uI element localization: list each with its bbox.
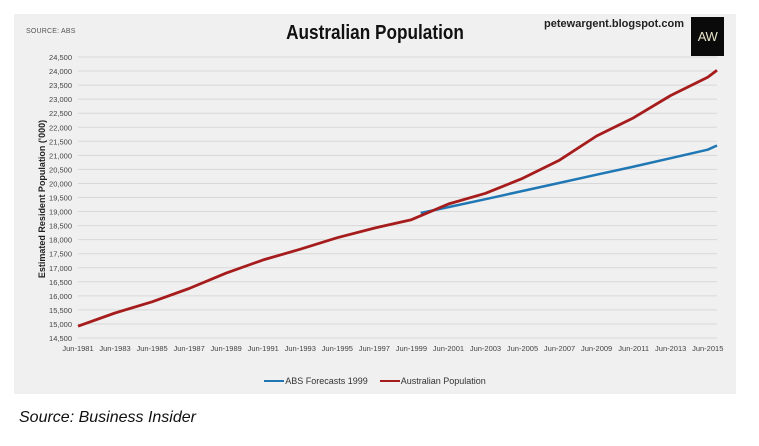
chart-panel: SOURCE: ABS Australian Population petewa… bbox=[14, 14, 736, 394]
x-tick-label: Jun-2009 bbox=[581, 344, 612, 353]
x-tick-label: Jun-2015 bbox=[692, 344, 723, 353]
y-tick-label: 16,000 bbox=[49, 292, 72, 301]
legend-swatch-red bbox=[379, 380, 400, 382]
aw-logo-text: AW bbox=[697, 29, 718, 44]
x-tick-label: Jun-1985 bbox=[136, 344, 167, 353]
gridlines bbox=[78, 56, 717, 339]
blog-url: petewargent.blogspot.com bbox=[544, 18, 684, 30]
y-tick-label: 15,500 bbox=[49, 306, 72, 315]
x-tick-label: Jun-2013 bbox=[655, 344, 686, 353]
legend-item-abs-forecast: ABS Forecasts 1999 bbox=[264, 376, 368, 386]
x-tick-label: Jun-2003 bbox=[470, 344, 501, 353]
x-tick-label: Jun-2005 bbox=[507, 344, 538, 353]
x-tick-label: Jun-1987 bbox=[173, 344, 204, 353]
x-tick-label: Jun-1999 bbox=[396, 344, 427, 353]
y-tick-label: 18,500 bbox=[49, 222, 72, 231]
y-tick-label: 21,000 bbox=[49, 151, 72, 160]
x-tick-label: Jun-1993 bbox=[285, 344, 316, 353]
y-tick-labels: 14,500 15,000 15,500 16,000 16,500 17,000 17,5… bbox=[49, 53, 72, 343]
y-tick-label: 19,000 bbox=[49, 208, 72, 217]
y-tick-label: 23,500 bbox=[49, 81, 72, 90]
y-tick-label: 14,500 bbox=[49, 334, 72, 343]
y-tick-label: 18,000 bbox=[49, 236, 72, 245]
caption: Source: Business Insider bbox=[19, 409, 196, 426]
x-tick-label: Jun-1991 bbox=[248, 344, 279, 353]
y-tick-label: 16,500 bbox=[49, 278, 72, 287]
legend: ABS Forecasts 1999 Australian Population bbox=[14, 376, 736, 386]
x-tick-label: Jun-2011 bbox=[618, 344, 649, 353]
legend-item-australian-population: Australian Population bbox=[379, 376, 486, 386]
y-tick-label: 23,000 bbox=[49, 95, 72, 104]
y-tick-label: 21,500 bbox=[49, 137, 72, 146]
legend-label: ABS Forecasts 1999 bbox=[285, 376, 368, 386]
y-tick-label: 24,500 bbox=[49, 53, 72, 62]
x-tick-label: Jun-1995 bbox=[322, 344, 353, 353]
plot-area: 14,500 15,000 15,500 16,000 16,500 17,000 17,5… bbox=[49, 53, 723, 353]
abs-forecast-line bbox=[420, 144, 718, 215]
y-tick-label: 22,000 bbox=[49, 123, 72, 132]
y-tick-label: 17,000 bbox=[49, 264, 72, 273]
x-tick-label: Jun-1983 bbox=[99, 344, 130, 353]
y-tick-label: 17,500 bbox=[49, 250, 72, 259]
y-tick-label: 20,500 bbox=[49, 165, 72, 174]
x-tick-label: Jun-1981 bbox=[62, 344, 93, 353]
x-tick-label: Jun-1997 bbox=[359, 344, 390, 353]
x-tick-label: Jun-2001 bbox=[433, 344, 464, 353]
x-tick-label: Jun-2007 bbox=[544, 344, 575, 353]
source-tag: SOURCE: ABS bbox=[26, 28, 76, 35]
x-tick-labels: Jun-1981 Jun-1983 Jun-1985 Jun-1987 Jun-1989… bbox=[62, 344, 723, 353]
legend-swatch-blue bbox=[264, 380, 285, 382]
y-tick-label: 19,500 bbox=[49, 194, 72, 203]
y-tick-label: 24,000 bbox=[49, 67, 72, 76]
chart-title: Australian Population bbox=[286, 22, 464, 44]
y-tick-label: 22,500 bbox=[49, 109, 72, 118]
aw-logo: AW bbox=[691, 17, 724, 56]
x-tick-label: Jun-1989 bbox=[211, 344, 242, 353]
y-tick-label: 15,000 bbox=[49, 320, 72, 329]
y-tick-label: 20,000 bbox=[49, 179, 72, 188]
legend-label: Australian Population bbox=[400, 376, 486, 386]
australian-population-line bbox=[77, 69, 718, 328]
